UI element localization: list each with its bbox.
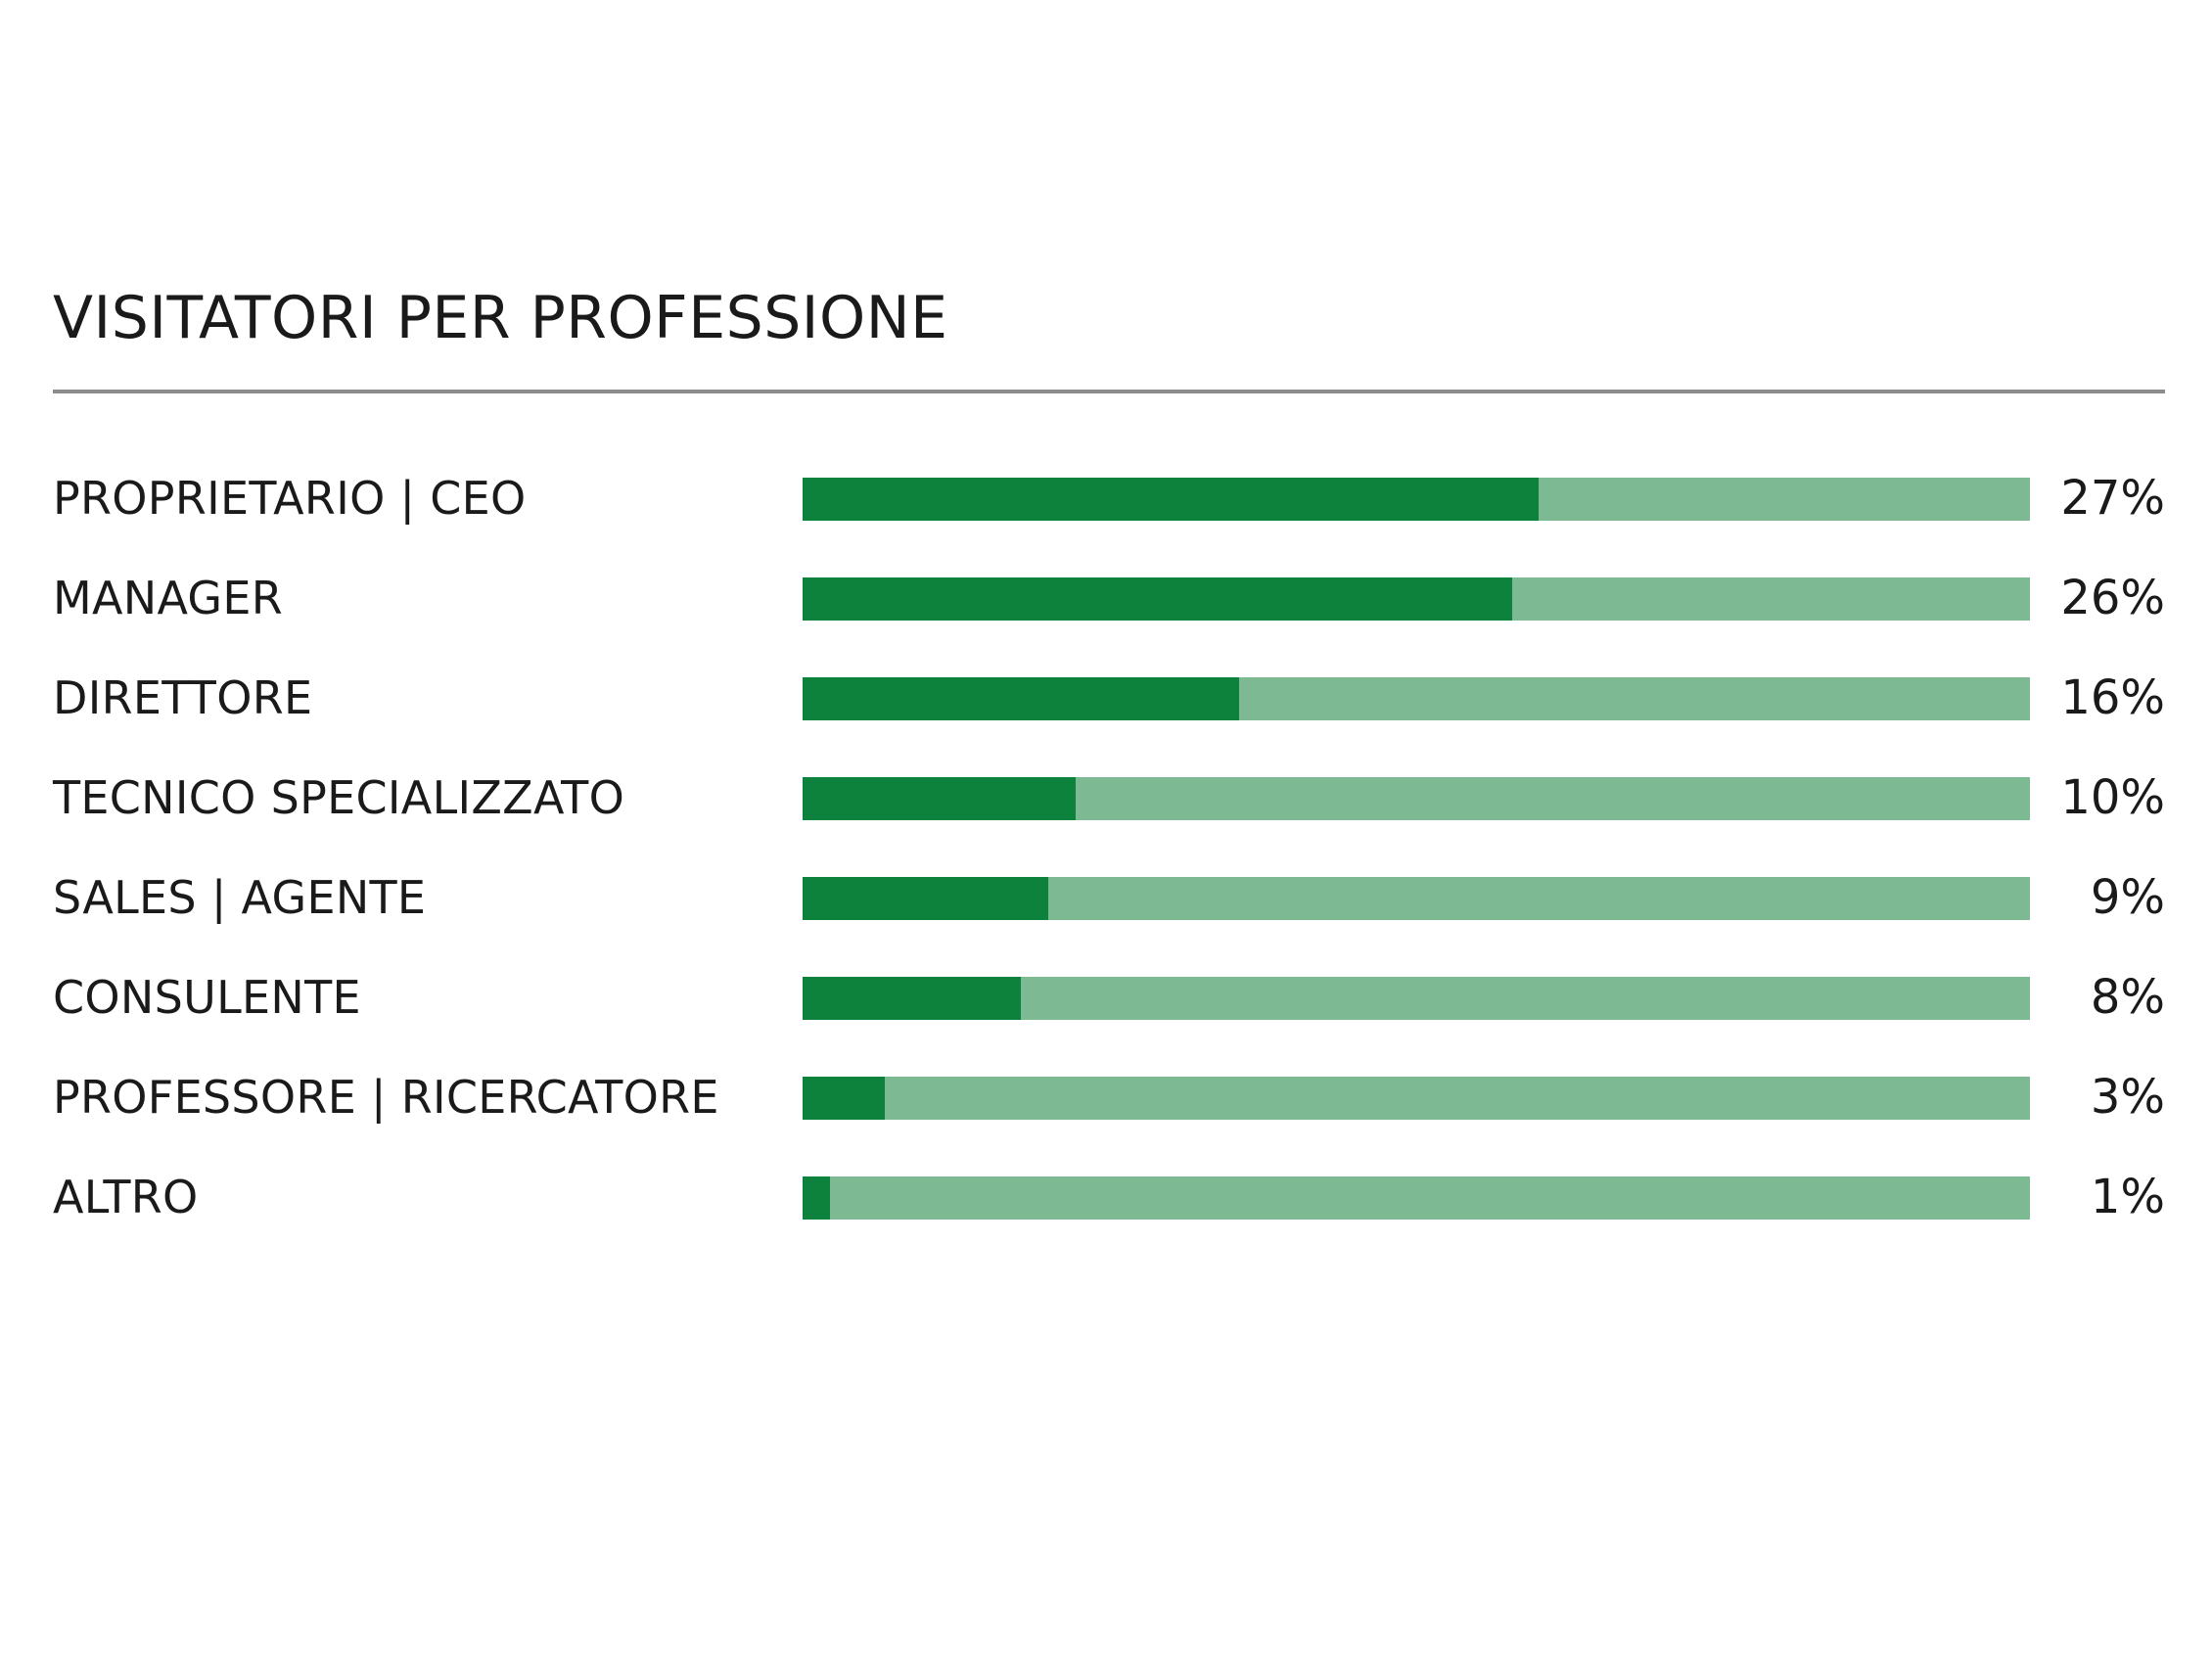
category-label: PROPRIETARIO | CEO	[53, 472, 527, 525]
category-label: TECNICO SPECIALIZZATO	[53, 771, 625, 824]
bar-fill	[803, 1176, 830, 1220]
bar-fill	[803, 677, 1239, 720]
bar-row: ALTRO 1%	[53, 1147, 2165, 1247]
bar-fill	[803, 977, 1021, 1020]
bar-track	[803, 877, 2030, 920]
value-label: 27%	[2060, 471, 2165, 526]
bar-track	[803, 977, 2030, 1020]
category-label: DIRETTORE	[53, 671, 313, 724]
bar-fill	[803, 877, 1048, 920]
bar-row: SALES | AGENTE 9%	[53, 848, 2165, 947]
bar-row: CONSULENTE 8%	[53, 947, 2165, 1047]
bar-fill	[803, 777, 1076, 820]
bar-track	[803, 1077, 2030, 1120]
value-label: 1%	[2090, 1170, 2165, 1224]
category-label: MANAGER	[53, 572, 283, 624]
bar-row: PROFESSORE | RICERCATORE 3%	[53, 1047, 2165, 1147]
value-label: 3%	[2090, 1070, 2165, 1125]
bar-track	[803, 677, 2030, 720]
value-label: 9%	[2090, 870, 2165, 925]
bar-row: MANAGER 26%	[53, 548, 2165, 648]
category-label: CONSULENTE	[53, 971, 361, 1024]
value-label: 10%	[2060, 770, 2165, 825]
value-label: 16%	[2060, 670, 2165, 725]
bar-fill	[803, 1077, 885, 1120]
bar-row: TECNICO SPECIALIZZATO 10%	[53, 748, 2165, 848]
bar-track	[803, 777, 2030, 820]
category-label: SALES | AGENTE	[53, 871, 427, 924]
value-label: 26%	[2060, 571, 2165, 625]
title-divider	[53, 390, 2165, 393]
category-label: ALTRO	[53, 1171, 199, 1223]
bar-track	[803, 577, 2030, 621]
value-label: 8%	[2090, 970, 2165, 1025]
bar-row: PROPRIETARIO | CEO 27%	[53, 448, 2165, 548]
profession-chart: VISITATORI PER PROFESSIONE PROPRIETARIO …	[53, 274, 2165, 1247]
bar-row: DIRETTORE 16%	[53, 648, 2165, 748]
category-label: PROFESSORE | RICERCATORE	[53, 1071, 719, 1124]
bar-track	[803, 1176, 2030, 1220]
bar-rows: PROPRIETARIO | CEO 27% MANAGER 26% DIRETTORE…	[53, 448, 2165, 1247]
bar-fill	[803, 478, 1540, 521]
bar-fill	[803, 577, 1512, 621]
bar-track	[803, 478, 2030, 521]
chart-title: VISITATORI PER PROFESSIONE	[53, 284, 948, 352]
